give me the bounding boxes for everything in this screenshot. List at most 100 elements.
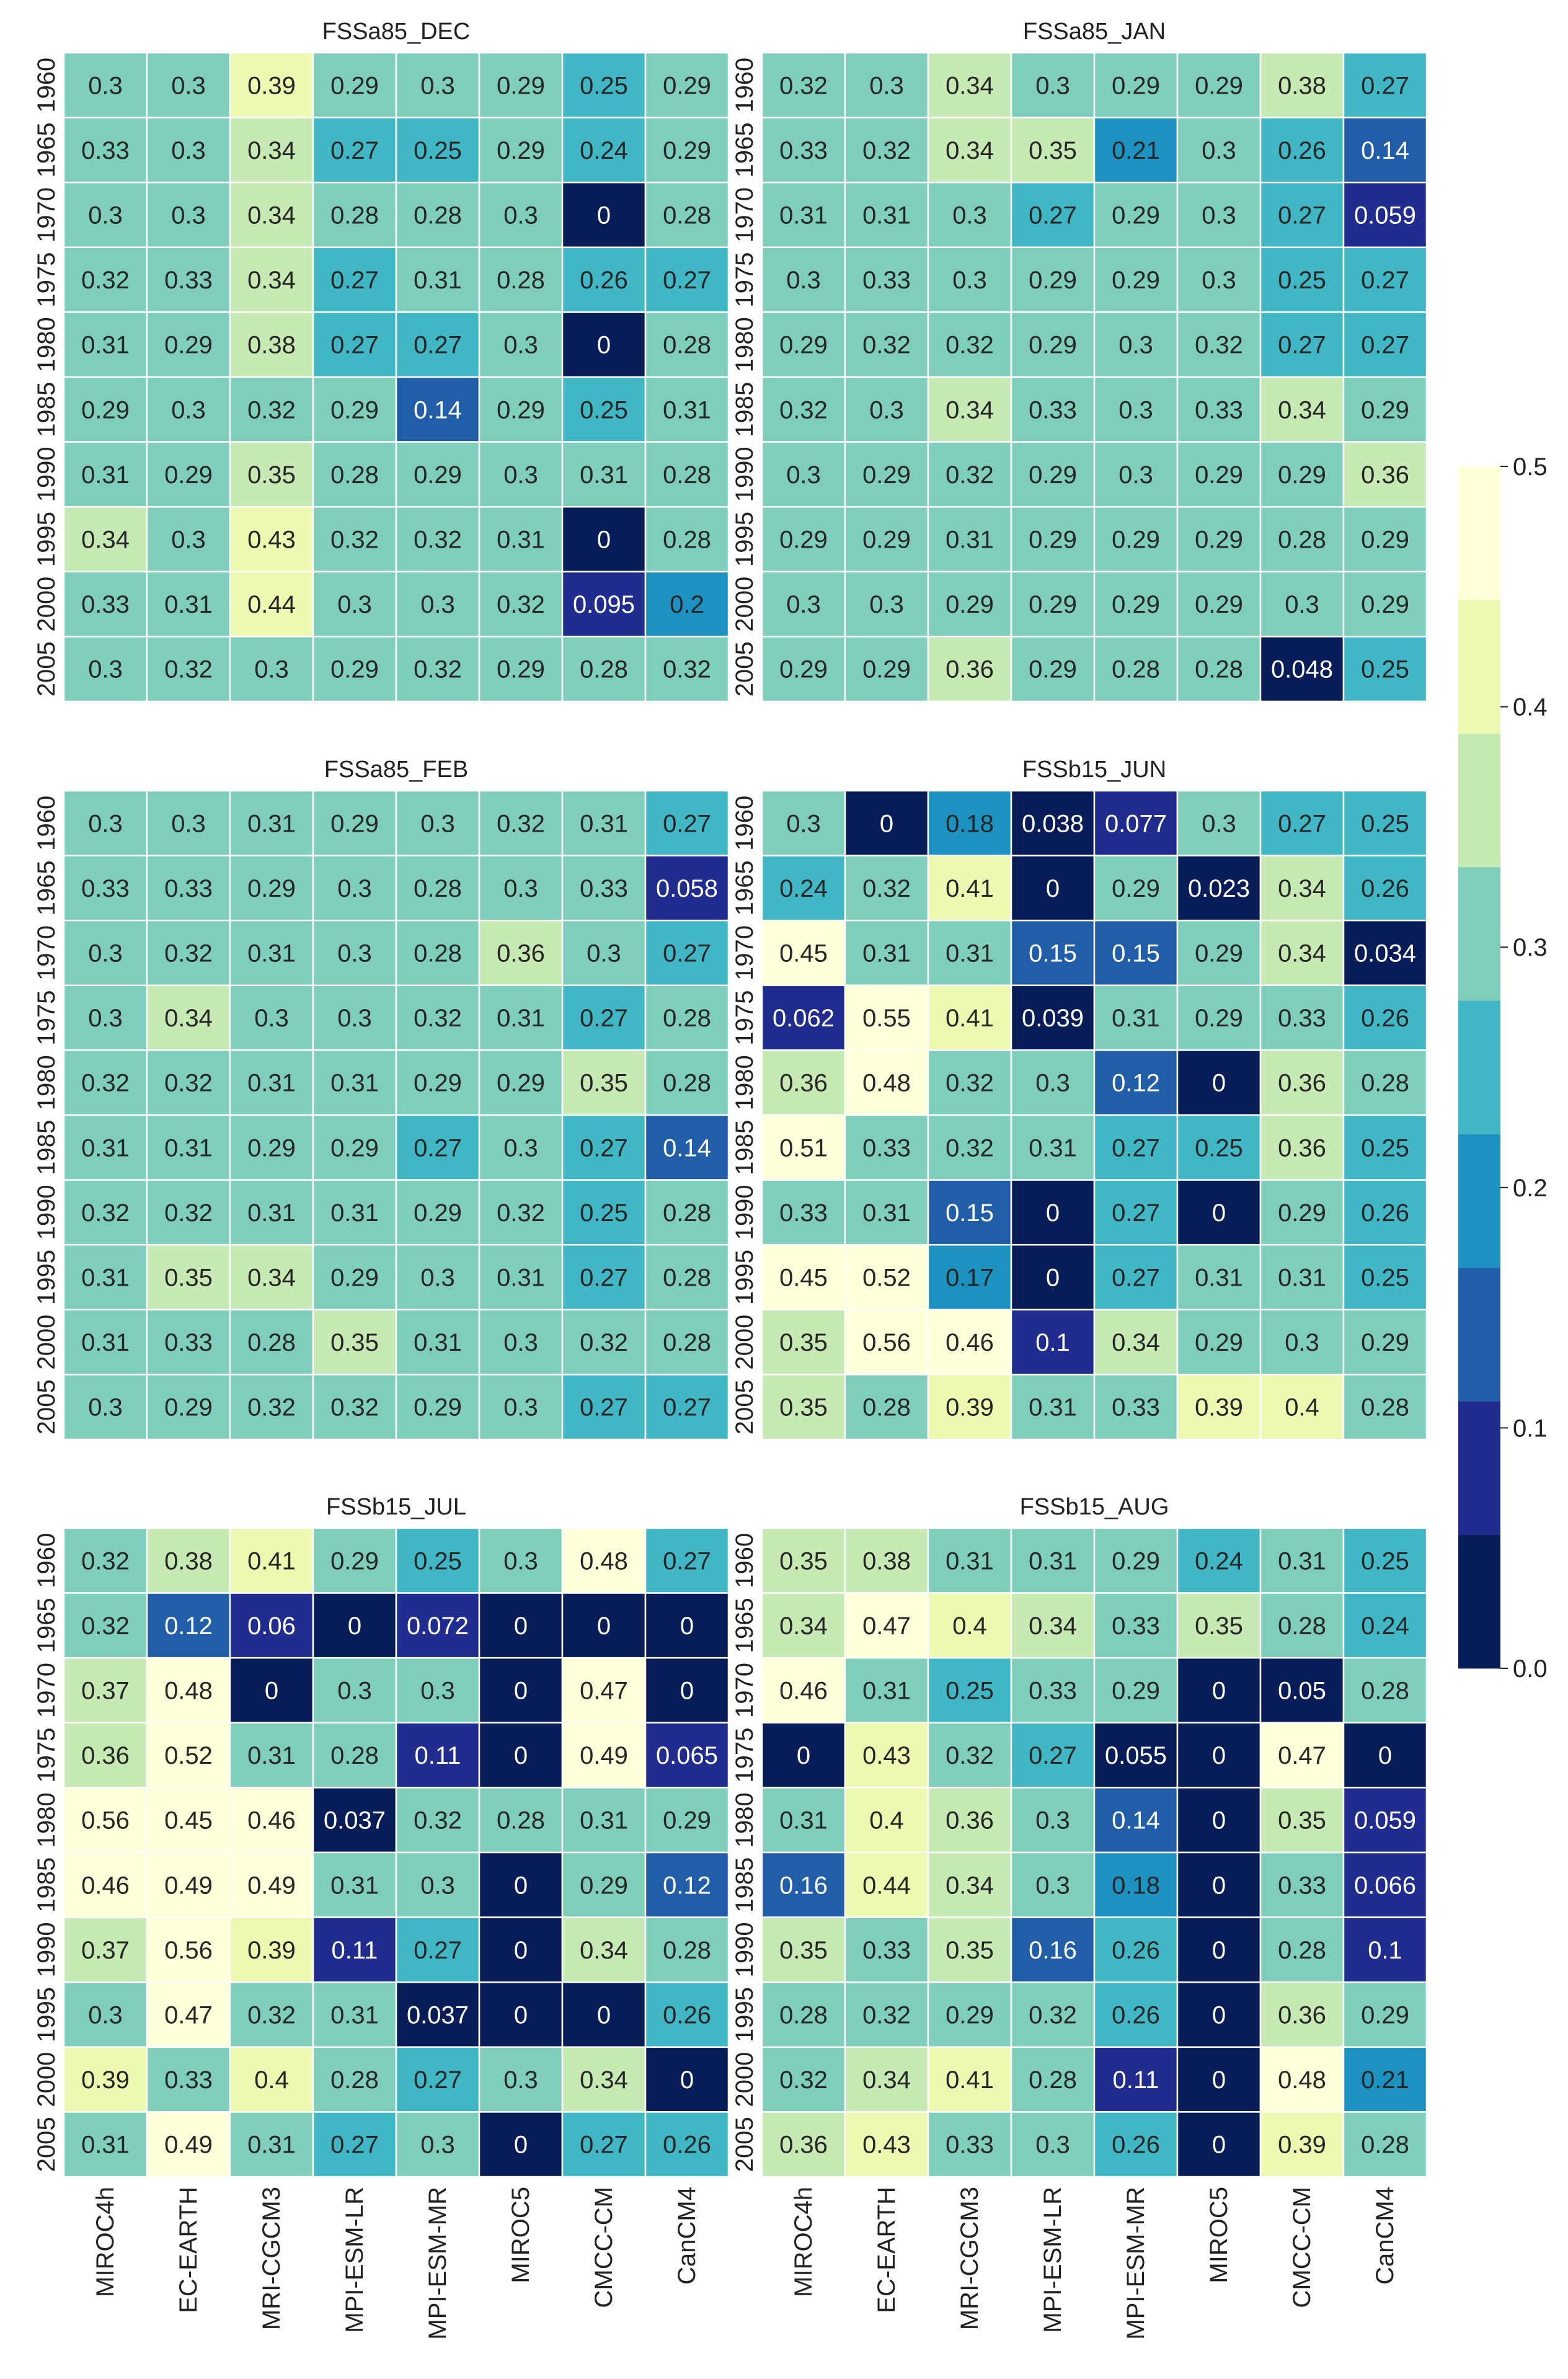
cell-value-label: 0.32 [779, 2066, 828, 2094]
y-tick-label: 1990 [33, 1922, 60, 1977]
cell-value-label: 0.31 [580, 810, 628, 837]
heatmap-cell [229, 1656, 314, 1724]
cell-value-label: 0 [514, 1872, 528, 1899]
cell-value-label: 0.31 [81, 332, 130, 359]
cell-value-label: 0.31 [497, 1005, 545, 1032]
heatmap-cell [1010, 1981, 1096, 2048]
heatmap-cell [229, 919, 314, 987]
heatmap-cell [1342, 181, 1428, 249]
cell-value-label: 0.3 [420, 810, 455, 837]
heatmap-cell [561, 1114, 647, 1181]
heatmap-cell [844, 1981, 929, 2048]
cell-value-label: 0.25 [1361, 656, 1409, 683]
cell-value-label: 0.29 [81, 396, 130, 424]
cell-value-label: 0.33 [946, 2132, 994, 2159]
cell-value-label: 0.32 [946, 1134, 994, 1162]
heatmap-cell [561, 2111, 647, 2178]
cell-value-label: 0.3 [869, 72, 904, 99]
heatmap-cell [644, 1243, 730, 1311]
cell-value-label: 0.095 [573, 591, 635, 618]
heatmap-cell [395, 1243, 481, 1311]
cell-value-label: 0 [1212, 2066, 1226, 2094]
colorbar-segment [1458, 466, 1500, 600]
cell-value-label: 0.29 [1361, 591, 1409, 618]
cell-value-label: 0.48 [580, 1547, 628, 1575]
heatmap-cell [1176, 984, 1262, 1051]
cell-value-label: 0.38 [862, 1547, 911, 1575]
cell-value-label: 0.31 [862, 1678, 911, 1705]
cell-value-label: 0.1 [1368, 1937, 1402, 1964]
cell-value-label: 0.35 [1195, 1612, 1243, 1640]
cell-value-label: 0.33 [81, 591, 130, 618]
cell-value-label: 0 [680, 1678, 694, 1705]
cell-value-label: 0.46 [81, 1872, 130, 1899]
y-tick-label: 1970 [731, 187, 758, 242]
cell-value-label: 0.3 [420, 1265, 455, 1292]
heatmap-cell [1010, 51, 1096, 118]
heatmap-cell [561, 246, 647, 313]
cell-value-label: 0.34 [1278, 396, 1326, 424]
heatmap-cell [1342, 505, 1428, 573]
heatmap-cell [229, 376, 314, 443]
heatmap-cell [146, 117, 231, 184]
cell-value-label: 0 [680, 1612, 694, 1640]
cell-value-label: 0 [514, 2002, 528, 2029]
heatmap-cell [478, 789, 564, 856]
heatmap-cell [229, 1049, 314, 1116]
heatmap-cell [478, 441, 564, 508]
heatmap-cell [229, 1374, 314, 1441]
y-tick-label: 1970 [731, 1663, 758, 1718]
heatmap-cell [1093, 1374, 1179, 1441]
colorbar-tick-label: 0.0 [1513, 1655, 1548, 1683]
heatmap-cell [1342, 1851, 1428, 1918]
cell-value-label: 0.35 [1278, 1807, 1326, 1834]
heatmap-panels: FSSa85_DEC 0.3 0.3 0.39 0.29 0.3 0.29 0.25 0.29 0… [33, 19, 1428, 2340]
cell-value-label: 0.28 [663, 1265, 711, 1292]
heatmap-cell [1259, 1592, 1345, 1659]
colorbar-segment [1458, 1134, 1500, 1268]
cell-value-label: 0.29 [1278, 461, 1326, 489]
colorbar-tick-label: 0.4 [1513, 694, 1548, 721]
heatmap-cell [1093, 441, 1179, 508]
cell-value-label: 0.29 [164, 332, 213, 359]
heatmap-cell [229, 636, 314, 703]
cell-value-label: 0.3 [1118, 396, 1153, 424]
heatmap-cell [146, 1049, 231, 1116]
heatmap-cell [1259, 441, 1345, 508]
cell-value-label: 0.31 [81, 1134, 130, 1162]
heatmap-cell [63, 505, 148, 573]
heatmap-cell [644, 636, 730, 703]
cell-value-label: 0.29 [862, 527, 911, 554]
cell-value-label: 0.27 [1112, 1199, 1160, 1227]
cell-value-label: 0.3 [171, 527, 206, 554]
heatmap-cell [844, 376, 929, 443]
cell-value-label: 0.34 [247, 202, 296, 229]
heatmap-cell [312, 2111, 397, 2178]
heatmap-cell [644, 376, 730, 443]
cell-value-label: 0.29 [330, 1265, 379, 1292]
x-tick-label: MPI-ESM-LR [1039, 2187, 1066, 2333]
cell-value-label: 0.33 [164, 2066, 213, 2094]
heatmap-cell [1010, 1656, 1096, 1724]
cell-value-label: 0.3 [420, 1872, 455, 1899]
cell-value-label: 0.12 [164, 1612, 213, 1640]
cell-value-label: 0.3 [503, 1547, 538, 1575]
y-tick-label: 1985 [731, 1120, 758, 1175]
heatmap-cell [644, 789, 730, 856]
heatmap-cell [395, 636, 481, 703]
cell-value-label: 0.28 [330, 1742, 379, 1769]
cell-value-label: 0.3 [88, 2002, 123, 2029]
heatmap-cell [1259, 246, 1345, 313]
cell-value-label: 0.3 [952, 202, 987, 229]
cell-value-label: 0.34 [946, 72, 994, 99]
cell-value-label: 0.31 [779, 202, 828, 229]
heatmap-cell [1342, 1114, 1428, 1181]
heatmap-cell [1010, 1851, 1096, 1918]
cell-value-label: 0 [514, 1937, 528, 1964]
cell-value-label: 0.3 [420, 1678, 455, 1705]
cell-value-label: 0.27 [1361, 267, 1409, 294]
cell-value-label: 0.29 [1361, 396, 1409, 424]
heatmap-cell [1176, 1309, 1262, 1376]
cell-value-label: 0.037 [324, 1807, 386, 1834]
cell-value-label: 0.3 [1202, 810, 1236, 837]
